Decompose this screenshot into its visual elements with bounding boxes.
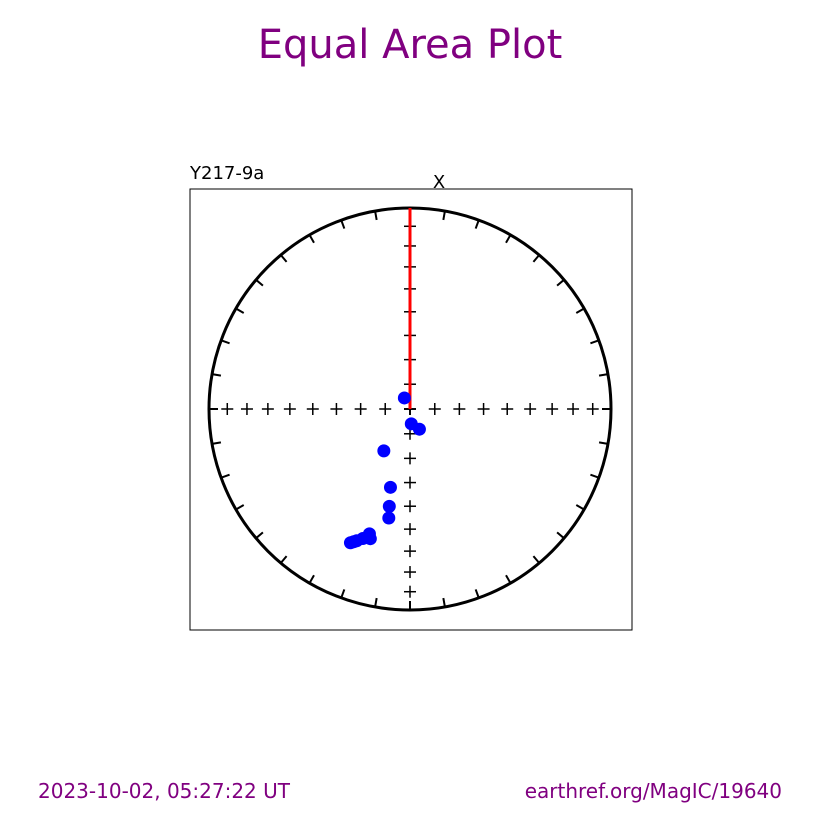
perimeter-tick — [374, 210, 378, 221]
perimeter-tick — [590, 339, 600, 345]
perimeter-tick — [308, 574, 315, 584]
perimeter-tick — [590, 473, 600, 479]
perimeter-tick — [505, 574, 512, 584]
perimeter-tick — [442, 210, 446, 221]
page-title: Equal Area Plot — [257, 22, 563, 68]
perimeter-tick — [374, 597, 378, 608]
perimeter-tick — [598, 373, 609, 377]
perimeter-tick — [505, 234, 512, 244]
perimeter-tick — [211, 373, 222, 377]
specimen-label: Y217-9a — [189, 163, 264, 184]
perimeter-tick — [598, 441, 609, 445]
perimeter-tick — [532, 254, 540, 263]
data-point — [377, 444, 391, 458]
perimeter-tick — [532, 555, 540, 564]
perimeter-tick — [340, 219, 346, 229]
timestamp: 2023-10-02, 05:27:22 UT — [38, 779, 290, 803]
perimeter-tick — [340, 589, 346, 599]
tick-marks — [209, 208, 611, 610]
perimeter-tick — [575, 504, 585, 511]
data-point — [382, 499, 396, 513]
perimeter-tick — [280, 254, 288, 263]
data-point — [382, 511, 396, 525]
perimeter-tick — [220, 473, 230, 479]
data-point — [412, 422, 426, 436]
perimeter-tick — [442, 597, 446, 608]
perimeter-tick — [575, 307, 585, 314]
perimeter-tick — [308, 234, 315, 244]
perimeter-tick — [211, 441, 222, 445]
source-link[interactable]: earthref.org/MagIC/19640 — [524, 779, 782, 803]
perimeter-tick — [255, 531, 264, 539]
perimeter-tick — [220, 339, 230, 345]
perimeter-tick — [556, 531, 565, 539]
data-point — [383, 480, 397, 494]
perimeter-tick — [280, 555, 288, 564]
perimeter-tick — [556, 279, 565, 287]
data-points — [343, 391, 426, 550]
perimeter-tick — [474, 589, 480, 599]
data-point — [343, 536, 357, 550]
perimeter-tick — [235, 504, 245, 511]
perimeter-tick — [235, 307, 245, 314]
perimeter-tick — [474, 219, 480, 229]
plot-frame — [189, 188, 633, 631]
perimeter-tick — [255, 279, 264, 287]
data-point — [397, 391, 411, 405]
x-axis-label: X — [433, 172, 445, 193]
